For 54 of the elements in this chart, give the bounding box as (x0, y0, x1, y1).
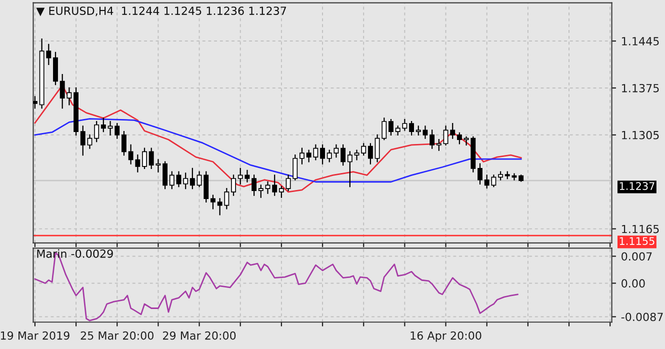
candlestick (430, 130, 435, 149)
candlestick (183, 172, 188, 190)
chart-title: Marin -0.0029 (37, 249, 113, 258)
y-tick-label: 1.1445 (622, 37, 659, 46)
x-tick-label: 16 Apr 20:00 (410, 331, 482, 342)
candlestick (272, 174, 278, 196)
x-tick-label: 29 Mar 20:00 (163, 331, 236, 340)
candlestick (231, 174, 236, 196)
candlestick (169, 171, 174, 190)
y-tick-label: 0.007 (622, 252, 652, 261)
line-series (34, 118, 522, 183)
candlestick (361, 143, 366, 156)
candlestick (33, 96, 38, 109)
candlestick (409, 120, 414, 136)
candlestick (87, 134, 92, 149)
candlestick (422, 126, 428, 139)
y-tick-label: -0.0087 (621, 312, 663, 322)
candlestick (252, 174, 257, 196)
candlestick (210, 194, 216, 210)
candlestick (478, 163, 482, 184)
candlestick (512, 173, 517, 180)
candlestick (265, 181, 270, 194)
candlestick (388, 118, 394, 136)
candlestick (190, 168, 195, 190)
candlestick (100, 118, 106, 132)
y-tick-label: 1.1375 (622, 84, 659, 92)
candlestick (80, 126, 86, 156)
candlestick (142, 148, 147, 170)
candlestick (300, 148, 304, 164)
candlestick (114, 122, 120, 139)
candlestick (278, 186, 284, 198)
candlestick (443, 126, 448, 146)
y-tick-label: 1.1305 (622, 130, 659, 140)
y-tick-label: 1.1165 (622, 224, 659, 234)
y-tick-label: 0.00 (622, 279, 645, 288)
ref-line-label: 1.1155 (620, 237, 654, 245)
candlestick (354, 150, 360, 160)
chart-title: ▼ EURUSD,H4 1.1244 1.1245 1.1236 1.1237 (36, 6, 286, 16)
candlestick (436, 139, 442, 151)
candlestick (53, 52, 58, 86)
x-tick-label: 19 Mar 2019 (0, 331, 70, 340)
candlestick (340, 144, 346, 166)
candlestick (347, 151, 352, 188)
candlestick (176, 171, 182, 188)
candlestick (320, 144, 325, 164)
candlestick (456, 132, 462, 144)
candlestick (258, 184, 264, 198)
ref-line-label: 1.1237 (620, 182, 654, 190)
candlestick (450, 122, 456, 139)
candlestick (162, 161, 168, 190)
x-tick-label: 25 Mar 20:00 (80, 331, 154, 340)
candlestick (121, 131, 126, 156)
candlestick (368, 143, 373, 164)
candlestick (94, 120, 100, 142)
